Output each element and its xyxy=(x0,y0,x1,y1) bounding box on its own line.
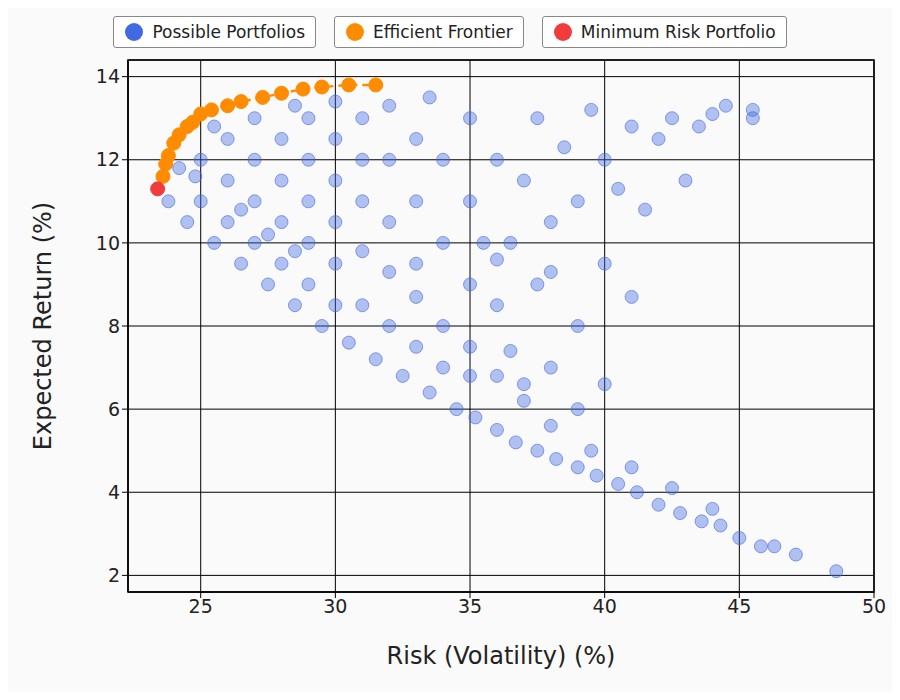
svg-text:12: 12 xyxy=(96,148,120,170)
svg-text:Expected Return (%): Expected Return (%) xyxy=(29,202,57,450)
svg-text:10: 10 xyxy=(96,232,120,254)
html-text:Minimum Risk Portfolio: Minimum Risk Portfolio xyxy=(580,22,776,42)
svg-text:25: 25 xyxy=(189,595,213,617)
svg-text:45: 45 xyxy=(727,595,751,617)
svg-text:Risk (Volatility) (%): Risk (Volatility) (%) xyxy=(387,642,616,670)
svg-text:2: 2 xyxy=(108,564,120,586)
svg-text:6: 6 xyxy=(108,398,120,420)
html-text:Efficient Frontier: Efficient Frontier xyxy=(373,22,513,42)
svg-text:14: 14 xyxy=(96,65,120,87)
html-text:Possible Portfolios: Possible Portfolios xyxy=(152,22,306,42)
svg-text:50: 50 xyxy=(862,595,886,617)
svg-text:8: 8 xyxy=(108,315,120,337)
svg-text:4: 4 xyxy=(108,481,120,503)
svg-text:40: 40 xyxy=(593,595,617,617)
svg-text:35: 35 xyxy=(458,595,482,617)
svg-text:30: 30 xyxy=(323,595,347,617)
